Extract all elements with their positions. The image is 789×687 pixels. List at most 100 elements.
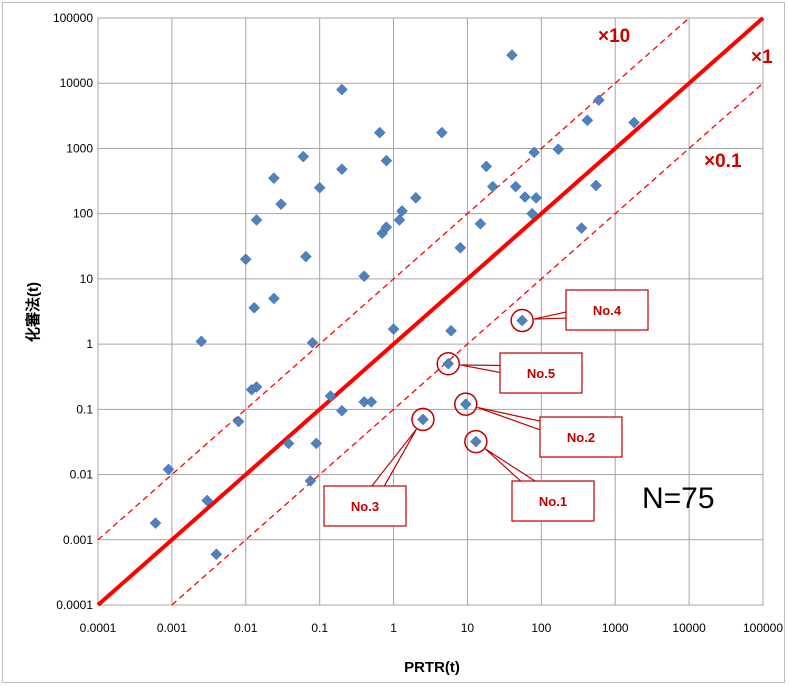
data-point: [509, 180, 522, 193]
data-point: [454, 241, 467, 254]
x-tick-label: 100: [531, 621, 551, 635]
callout-circle: [411, 407, 435, 432]
data-point: [486, 180, 499, 193]
data-point: [336, 83, 348, 96]
data-point: [373, 126, 386, 139]
y-tick-label: 100000: [53, 11, 93, 25]
data-point: [358, 270, 371, 283]
callout-circle: [464, 429, 488, 454]
data-point: [417, 413, 429, 426]
data-point: [201, 494, 213, 507]
x-tick-label: 10: [461, 621, 475, 635]
callout-label: No.1: [539, 494, 567, 509]
ratio-line: [171, 82, 764, 606]
data-point: [474, 217, 487, 230]
y-tick-label: 1: [86, 337, 93, 351]
callout-circle: [436, 351, 461, 376]
data-point: [628, 116, 640, 129]
data-point: [526, 207, 538, 220]
y-tick-label: 1000: [66, 141, 93, 155]
callout-circle: [510, 308, 534, 333]
data-point: [232, 415, 245, 428]
data-point: [445, 324, 457, 337]
callout-circle: [454, 392, 478, 416]
data-point: [250, 381, 263, 393]
data-point: [470, 435, 482, 448]
data-point: [516, 314, 529, 327]
data-point: [306, 336, 319, 349]
data-point: [195, 335, 208, 348]
data-point: [310, 437, 323, 450]
x-axis-label: PRTR(t): [404, 659, 460, 676]
callout-box: [565, 289, 649, 331]
data-point: [409, 191, 422, 204]
data-point: [365, 396, 378, 408]
data-point: [239, 253, 252, 266]
callout-label: No.5: [527, 366, 555, 381]
y-tick-label: 100: [73, 207, 93, 221]
data-point: [387, 323, 400, 335]
ratio-label-x10: ×10: [598, 26, 630, 47]
y-tick-label: 0.0001: [56, 598, 93, 612]
ratio-label-x1: ×1: [751, 47, 773, 68]
callout-box: [323, 485, 407, 527]
callout-label: No.3: [351, 499, 379, 514]
data-point: [248, 301, 261, 314]
data-point: [210, 548, 223, 561]
reference-lines: [96, 16, 765, 607]
data-point: [530, 191, 542, 204]
data-point: [299, 250, 312, 263]
data-point: [380, 154, 393, 167]
data-point: [282, 437, 295, 450]
data-point: [581, 114, 594, 127]
annotations: No.1 No.2 No.3 No.4 No.5: [323, 289, 649, 527]
callout-label: No.4: [593, 303, 622, 318]
data-point: [552, 143, 565, 156]
sample-count-label: N=75: [642, 482, 715, 515]
y-axis-label: 化審法(t): [24, 282, 42, 342]
data-point: [442, 357, 455, 370]
x-tick-label: 0.01: [234, 621, 258, 635]
data-point: [592, 94, 605, 107]
data-point: [336, 163, 348, 176]
data-point: [396, 205, 408, 217]
data-point: [519, 191, 531, 203]
data-point: [506, 49, 518, 61]
y-tick-label: 10: [80, 272, 94, 286]
data-point: [268, 172, 280, 185]
y-tick-label: 0.01: [70, 468, 94, 482]
ratio-label-x0-1: ×0.1: [704, 151, 742, 172]
parity-line: [96, 16, 765, 607]
data-point: [297, 150, 310, 163]
data-point: [435, 126, 448, 139]
y-tick-label: 0.1: [76, 402, 93, 416]
x-tick-label: 100000: [743, 621, 783, 635]
x-tick-label: 10000: [672, 621, 706, 635]
x-tick-label: 0.001: [157, 621, 187, 635]
x-tick-label: 0.1: [311, 621, 328, 635]
data-point: [459, 398, 472, 411]
ratio-line: [97, 17, 690, 541]
data-point: [380, 221, 393, 234]
data-point: [336, 404, 348, 417]
data-point: [149, 517, 162, 529]
y-tick-label: 0.001: [63, 533, 93, 547]
data-point: [590, 179, 602, 192]
data-points: [149, 49, 640, 561]
data-point: [268, 292, 280, 305]
x-tick-label: 0.0001: [80, 621, 117, 635]
data-point: [250, 214, 263, 226]
data-point: [313, 181, 326, 194]
x-tick-label: 1: [390, 621, 397, 635]
x-tick-label: 1000: [602, 621, 629, 635]
tick-labels: 0.0001 0.001 0.01 0.1 1 10 100 1000 10000 100000 0…: [53, 11, 783, 635]
callout-box: [511, 480, 595, 522]
data-point: [480, 160, 493, 173]
callout-label: No.2: [567, 430, 595, 445]
y-tick-label: 10000: [60, 76, 94, 90]
data-point: [324, 390, 337, 402]
data-point: [162, 463, 175, 476]
data-point: [575, 222, 588, 234]
